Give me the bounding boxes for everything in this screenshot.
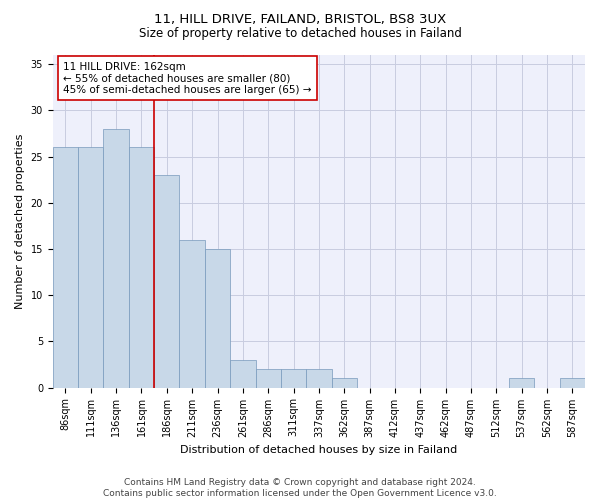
Text: Contains HM Land Registry data © Crown copyright and database right 2024.
Contai: Contains HM Land Registry data © Crown c… <box>103 478 497 498</box>
Text: 11 HILL DRIVE: 162sqm
← 55% of detached houses are smaller (80)
45% of semi-deta: 11 HILL DRIVE: 162sqm ← 55% of detached … <box>64 62 312 95</box>
Bar <box>103 129 129 388</box>
Bar <box>53 148 78 388</box>
Text: 11, HILL DRIVE, FAILAND, BRISTOL, BS8 3UX: 11, HILL DRIVE, FAILAND, BRISTOL, BS8 3U… <box>154 12 446 26</box>
Bar <box>332 378 357 388</box>
Bar <box>256 369 281 388</box>
Bar <box>179 240 205 388</box>
Y-axis label: Number of detached properties: Number of detached properties <box>15 134 25 309</box>
Bar <box>129 148 154 388</box>
Bar <box>560 378 585 388</box>
Bar <box>281 369 306 388</box>
Bar <box>205 249 230 388</box>
X-axis label: Distribution of detached houses by size in Failand: Distribution of detached houses by size … <box>180 445 458 455</box>
Text: Size of property relative to detached houses in Failand: Size of property relative to detached ho… <box>139 28 461 40</box>
Bar <box>230 360 256 388</box>
Bar <box>78 148 103 388</box>
Bar <box>306 369 332 388</box>
Bar <box>509 378 535 388</box>
Bar <box>154 175 179 388</box>
